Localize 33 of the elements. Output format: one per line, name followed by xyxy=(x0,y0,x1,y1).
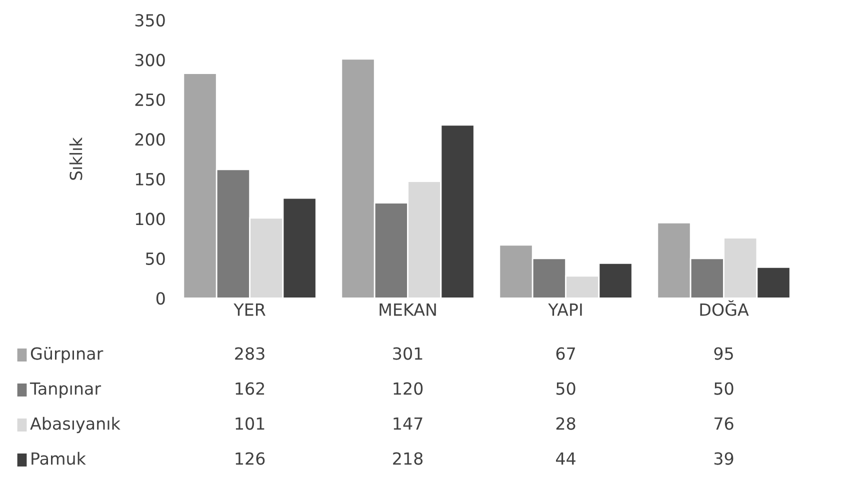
data-label: 44 xyxy=(556,452,576,465)
legend-label: Gürpınar xyxy=(30,346,104,364)
legend-label: Pamuk xyxy=(32,452,86,465)
y-tick-label: 150 xyxy=(136,172,165,186)
x-tick-label: MEKAN xyxy=(380,304,436,316)
data-label: 28 xyxy=(556,417,576,430)
data-label: 283 xyxy=(235,347,264,360)
x-tick-label: YER xyxy=(234,304,266,316)
data-label: 301 xyxy=(393,347,422,360)
data-label: 162 xyxy=(236,382,264,395)
y-tick-label: 300 xyxy=(135,54,165,66)
y-tick-label: 200 xyxy=(135,133,165,146)
y-tick-label: 350 xyxy=(135,14,165,27)
data-label: 50 xyxy=(714,382,734,395)
y-tick-label: 250 xyxy=(135,93,165,106)
legend-label: Tanpınar xyxy=(30,382,102,398)
data-label: 120 xyxy=(394,382,423,395)
x-tick-label: DOĞA xyxy=(700,300,749,316)
data-label: 67 xyxy=(556,347,575,360)
y-tick-label: 0 xyxy=(156,292,165,305)
data-label: 126 xyxy=(236,452,265,465)
data-label: 95 xyxy=(714,347,733,360)
x-tick-label: YAPI xyxy=(548,304,582,316)
legend-label: Abasıyanık xyxy=(30,416,120,434)
data-label: 218 xyxy=(393,452,423,465)
data-label: 147 xyxy=(394,417,422,430)
y-axis-title: Sıklık xyxy=(69,137,82,180)
data-label: 101 xyxy=(236,417,264,430)
y-tick-label: 100 xyxy=(136,212,165,226)
data-label: 50 xyxy=(556,382,576,395)
y-tick-label: 50 xyxy=(146,252,165,265)
data-label: 76 xyxy=(714,417,734,430)
data-label: 39 xyxy=(714,452,734,465)
